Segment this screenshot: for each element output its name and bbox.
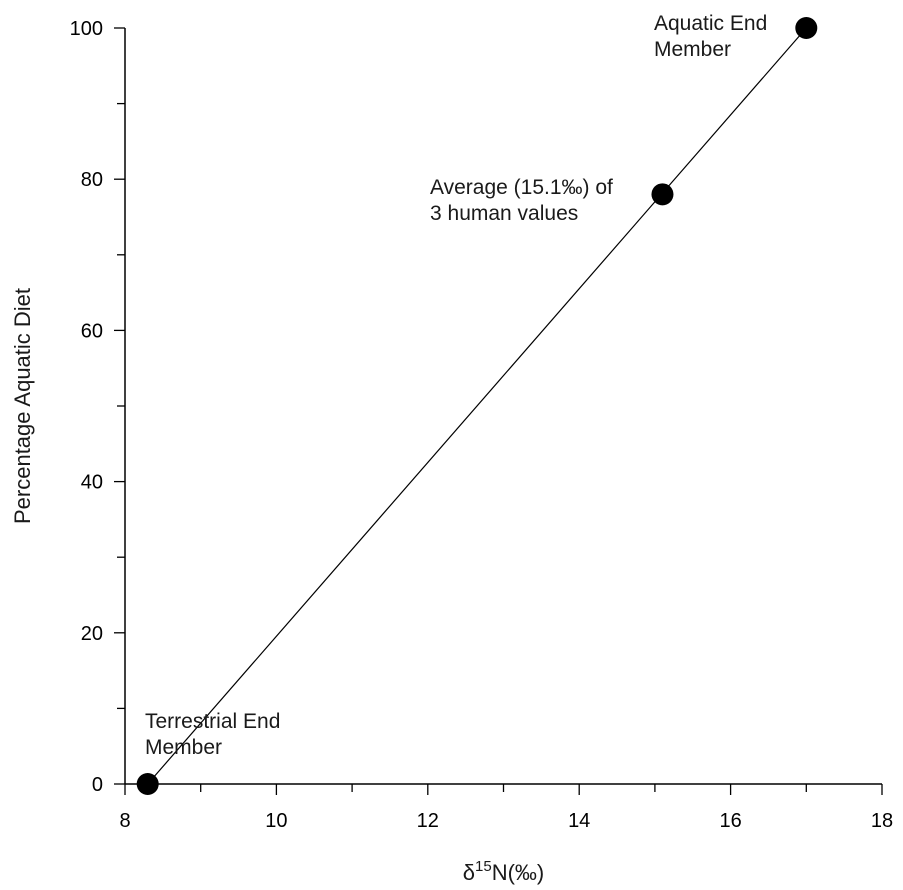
point-annotation: Terrestrial End: [145, 710, 280, 733]
point-annotation: Member: [654, 38, 731, 61]
point-annotation: Member: [145, 736, 222, 759]
data-point: [651, 183, 673, 205]
data-point: [795, 17, 817, 39]
x-tick-label: 8: [119, 810, 130, 832]
mixing-line: [148, 28, 807, 784]
annotations: Terrestrial End Member Average (15.1‰) of 3…: [145, 12, 767, 759]
x-tick-label: 16: [719, 810, 741, 832]
data-point: [137, 773, 159, 795]
x-tick-label: 14: [568, 810, 590, 832]
point-annotation: 3 human values: [430, 202, 578, 225]
y-tick-label: 0: [92, 774, 103, 796]
y-tick-label: 80: [81, 169, 103, 191]
x-axis-title-prefix: δ: [463, 860, 475, 885]
x-tick-label: 18: [871, 810, 893, 832]
point-annotation: Average (15.1‰) of: [430, 176, 613, 199]
y-tick-label: 60: [81, 320, 103, 342]
x-tick-label: 10: [265, 810, 287, 832]
y-tick-label: 20: [81, 623, 103, 645]
y-tick-label: 100: [70, 18, 103, 40]
x-tick-label: 12: [417, 810, 439, 832]
y-axis-title: Percentage Aquatic Diet: [10, 288, 35, 524]
ticks: [114, 28, 882, 795]
axes: [125, 28, 882, 784]
x-axis-title-suffix: N(‰): [492, 860, 545, 885]
x-axis-title-superscript: 15: [475, 858, 492, 875]
y-tick-label: 40: [81, 472, 103, 494]
x-axis-title: δ15N(‰): [463, 858, 544, 885]
point-annotation: Aquatic End: [654, 12, 767, 35]
